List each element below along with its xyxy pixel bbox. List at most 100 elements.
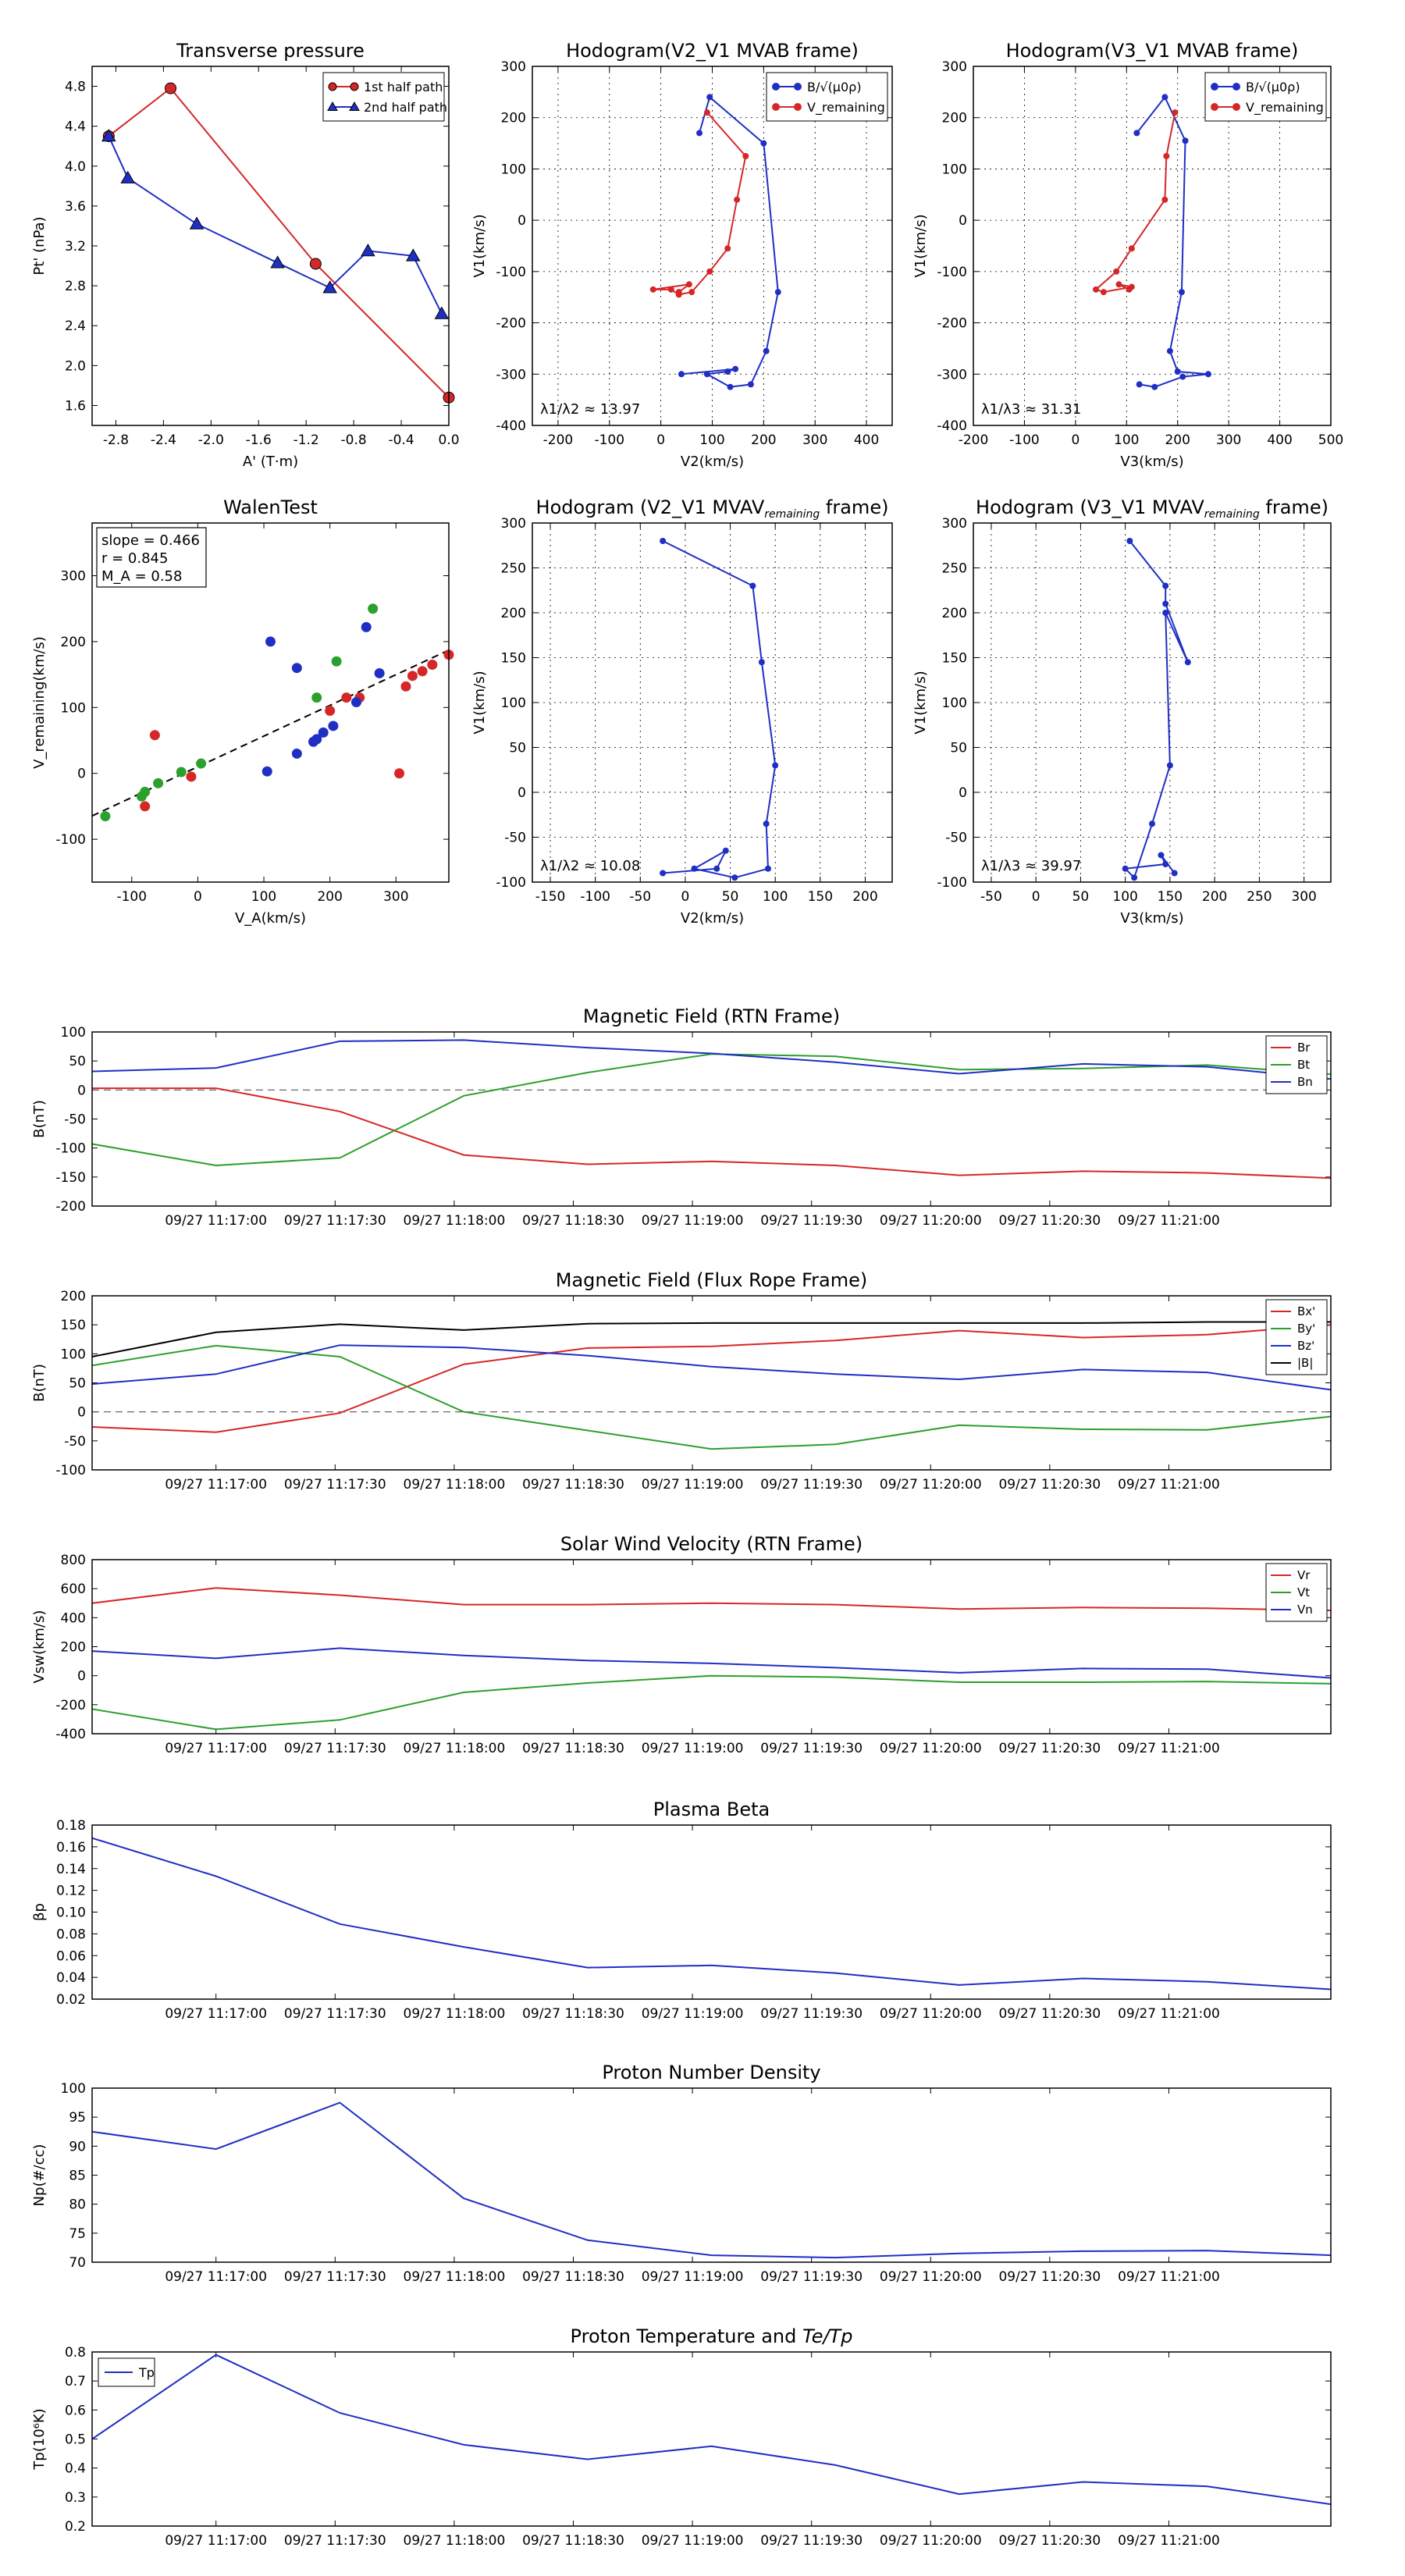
h1-series-1-point	[724, 368, 731, 375]
walen-point-2	[311, 692, 322, 703]
ts3-x-ticks: 09/27 11:17:00 09/27 11:17:30 09/27 11:18:…	[165, 1560, 1220, 1756]
tp-legend-marker	[350, 82, 359, 91]
h3-x-tick-label: 100	[763, 889, 788, 905]
h2-eigen-ratio: λ1/λ3 ≈ 31.31	[981, 401, 1081, 418]
walen-point-2	[140, 786, 151, 797]
h1-legend-marker	[772, 83, 780, 91]
h4-series-1-line	[1123, 540, 1189, 880]
tp-y-ticks: 1.6 2.0 2.4 2.8 3.2 3.6 4.0 4.4 4.8	[65, 80, 449, 414]
walen-y-tick-label: 300	[61, 569, 86, 585]
h4-y-tick-label: 250	[942, 561, 967, 577]
ts4-x-ticks: 09/27 11:17:00 09/27 11:17:30 09/27 11:18:…	[165, 1825, 1220, 2022]
ts4-y-ticks: 0.02 0.04 0.06 0.08 0.10 0.12 0.14 0.16 0.18	[56, 1818, 1331, 2008]
h3-y-tick-label: 150	[501, 651, 526, 667]
walen-stat: r = 0.845	[101, 550, 168, 567]
ts6-x-tick-label: 09/27 11:21:00	[1118, 2533, 1220, 2549]
ts5-y-tick-label: 90	[69, 2139, 86, 2154]
ts1-x-ticks: 09/27 11:17:00 09/27 11:17:30 09/27 11:18:…	[165, 1032, 1220, 1229]
ts3-series-vn-line	[91, 1647, 1332, 1679]
ts6-y-tick-label: 0.5	[65, 2432, 86, 2448]
h2-x-tick-label: 300	[1216, 432, 1241, 448]
ts5-title: Proton Number Density	[602, 2062, 820, 2083]
h3-eigen-ratio: λ1/λ2 ≈ 10.08	[540, 858, 640, 874]
ts2-title: Magnetic Field (Flux Rope Frame)	[556, 1269, 867, 1291]
h3-series-1-point	[713, 865, 720, 872]
h2-series-1-point	[1182, 137, 1189, 144]
tp-y-tick-label: 4.4	[65, 119, 86, 135]
tp-frame	[91, 66, 450, 426]
h1-series-1-point	[678, 371, 685, 378]
h3-series-1-point	[731, 874, 738, 881]
h4-y-ticks: -100 -50 0 50 100 150 200 250 300	[937, 516, 1331, 891]
h3-x-tick-label: -100	[580, 889, 610, 905]
h4-series-1-point	[1162, 610, 1169, 616]
h3-title: Hodogram (V2_V1 MVAVremaining frame)	[536, 496, 889, 521]
h2-legend-marker	[1232, 103, 1240, 111]
h3-x-tick-label: 200	[852, 889, 877, 905]
ts2-legend-label: By'	[1297, 1322, 1315, 1336]
tp-legend: 1st half path 2nd half path	[322, 72, 447, 122]
ts2-x-tick-label: 09/27 11:17:30	[284, 1477, 386, 1493]
tp-legend-marker	[349, 101, 360, 111]
ts2-x-tick-label: 09/27 11:18:00	[404, 1477, 506, 1493]
ts2-x-tick-label: 09/27 11:17:00	[165, 1477, 267, 1493]
ts3-y-ticks: -400 -200 0 200 400 600 800	[55, 1553, 1331, 1742]
walen-x-tick-label: -100	[116, 889, 147, 905]
h2-y-ticks: -400 -300 -200 -100 0 100 200 300	[937, 59, 1331, 434]
h3-series-1-point	[772, 762, 779, 769]
h4-series-1-point	[1162, 861, 1169, 867]
ts3-x-tick-label: 09/27 11:20:00	[880, 1741, 982, 1756]
h4-x-tick-label: -50	[980, 889, 1002, 905]
h3-series-1-point	[660, 538, 667, 544]
ts6-ylabel: Tp(10⁶K)	[31, 2408, 48, 2470]
h1-y-ticks: -400 -300 -200 -100 0 100 200 300	[496, 59, 892, 434]
walen-fit-line	[91, 649, 450, 817]
tp-y-tick-label: 4.8	[65, 80, 86, 95]
h2-series-1-line	[1136, 95, 1209, 388]
ts6-x-tick-label: 09/27 11:20:00	[880, 2533, 982, 2549]
tp-series-1-point	[165, 82, 177, 94]
ts1-x-tick-label: 09/27 11:18:00	[404, 1213, 506, 1229]
walen-title: WalenTest	[223, 496, 318, 518]
h1-legend-label: V_remaining	[807, 100, 885, 116]
ts4-y-tick-label: 0.14	[56, 1862, 86, 1877]
h1-series-2-point	[724, 245, 731, 252]
h2-x-ticks: -200 -100 0 100 200 300 400 500	[959, 66, 1343, 448]
walen-stat: M_A = 0.58	[101, 568, 182, 585]
h2-y-tick-label: 300	[942, 59, 967, 75]
h3-series-1-point	[749, 582, 756, 589]
ts6-y-tick-label: 0.4	[65, 2461, 86, 2477]
ts3-x-tick-label: 09/27 11:21:00	[1118, 1741, 1220, 1756]
h3-y-tick-label: 50	[509, 741, 526, 756]
ts3-legend-label: Vr	[1297, 1568, 1311, 1582]
h2-series-1-point	[1174, 368, 1181, 375]
h4-x-tick-label: 100	[1112, 889, 1137, 905]
h3-x-tick-label: 150	[808, 889, 833, 905]
ts4-x-tick-label: 09/27 11:20:00	[880, 2006, 982, 2022]
walen-point-1	[325, 706, 336, 717]
h1-legend-marker	[794, 83, 802, 91]
ts6-x-tick-label: 09/27 11:19:00	[642, 2533, 744, 2549]
ts1-legend: Br Bt Bn	[1265, 1035, 1328, 1094]
ts1-y-tick-label: 0	[77, 1083, 86, 1098]
h1-y-tick-label: 100	[501, 162, 526, 177]
ts5-x-tick-label: 09/27 11:19:30	[760, 2269, 863, 2285]
tp-y-tick-label: 3.6	[65, 199, 86, 215]
ts2-series-by-line	[91, 1344, 1332, 1450]
walen-point-2	[331, 656, 342, 667]
h1-series-1-point	[706, 94, 713, 101]
h4-series-1-point	[1162, 600, 1169, 607]
walen-point-3	[328, 720, 339, 731]
ts1-x-tick-label: 09/27 11:19:00	[642, 1213, 744, 1229]
h3-x-tick-label: 50	[722, 889, 739, 905]
ts3-ylabel: Vsw(km/s)	[31, 1610, 48, 1684]
tp-series-2-point	[322, 280, 337, 294]
walen-point-1	[427, 659, 438, 670]
ts5-x-tick-label: 09/27 11:21:00	[1118, 2269, 1220, 2285]
ts6-y-tick-label: 0.3	[65, 2490, 86, 2506]
h2-series-1-point	[1179, 373, 1186, 380]
walen-point-1	[186, 771, 197, 782]
ts2-y-tick-label: 100	[61, 1347, 86, 1362]
ts4-y-tick-label: 0.04	[56, 1970, 86, 1986]
walen-point-1	[149, 730, 160, 741]
